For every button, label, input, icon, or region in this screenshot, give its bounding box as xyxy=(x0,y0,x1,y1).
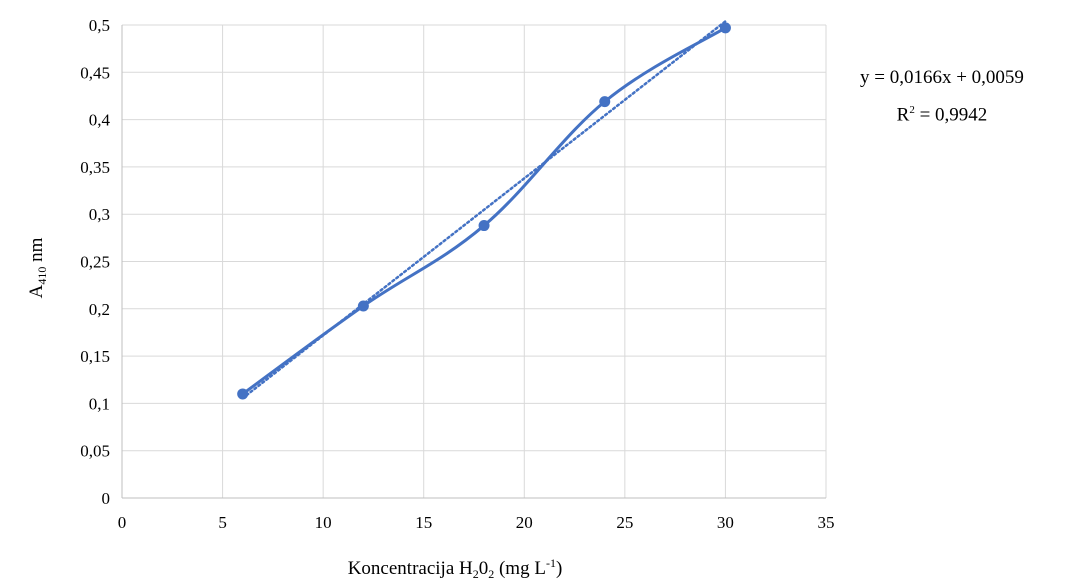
y-tick-label: 0,35 xyxy=(80,158,110,177)
data-point xyxy=(599,96,611,108)
y-tick-label: 0,5 xyxy=(89,16,110,35)
y-axis-title-subscript: 410 xyxy=(35,267,49,285)
y-tick-label: 0,1 xyxy=(89,394,110,413)
y-tick-label: 0,25 xyxy=(80,253,110,272)
data-point xyxy=(357,300,369,312)
trendline-equation-box: y = 0,0166x + 0,0059 R2 = 0,9942 xyxy=(860,62,1024,131)
x-tick-labels: 0 5 10 15 20 25 30 35 xyxy=(118,513,835,532)
x-tick-label: 35 xyxy=(818,513,835,532)
x-tick-label: 5 xyxy=(218,513,227,532)
y-tick-labels: 0 0,05 0,1 0,15 0,2 0,25 0,3 0,35 0,4 0,45 0,5 xyxy=(80,16,110,508)
y-tick-label: 0,05 xyxy=(80,442,110,461)
gridlines xyxy=(122,24,827,498)
x-tick-label: 15 xyxy=(415,513,432,532)
y-tick-label: 0,3 xyxy=(89,205,110,224)
y-tick-label: 0,45 xyxy=(80,63,110,82)
trendline-equation: y = 0,0166x + 0,0059 xyxy=(860,67,1024,88)
r-squared: R2 = 0,9942 xyxy=(896,104,988,126)
x-axis-title: Koncentracija H202 (mg L-1) xyxy=(348,556,563,579)
y-tick-label: 0,4 xyxy=(89,111,111,130)
y-axis-title: A410 nm xyxy=(26,237,49,298)
x-tick-label: 25 xyxy=(616,513,633,532)
y-tick-label: 0,15 xyxy=(80,347,110,366)
x-tick-label: 10 xyxy=(315,513,332,532)
x-tick-label: 30 xyxy=(717,513,734,532)
axes xyxy=(121,25,826,499)
x-tick-label: 20 xyxy=(516,513,533,532)
y-tick-label: 0,2 xyxy=(89,300,110,319)
data-point xyxy=(478,220,490,232)
x-tick-label: 0 xyxy=(118,513,127,532)
series-layer xyxy=(237,22,731,400)
data-point xyxy=(237,388,249,400)
data-point xyxy=(719,22,731,34)
y-tick-label: 0 xyxy=(102,489,111,508)
